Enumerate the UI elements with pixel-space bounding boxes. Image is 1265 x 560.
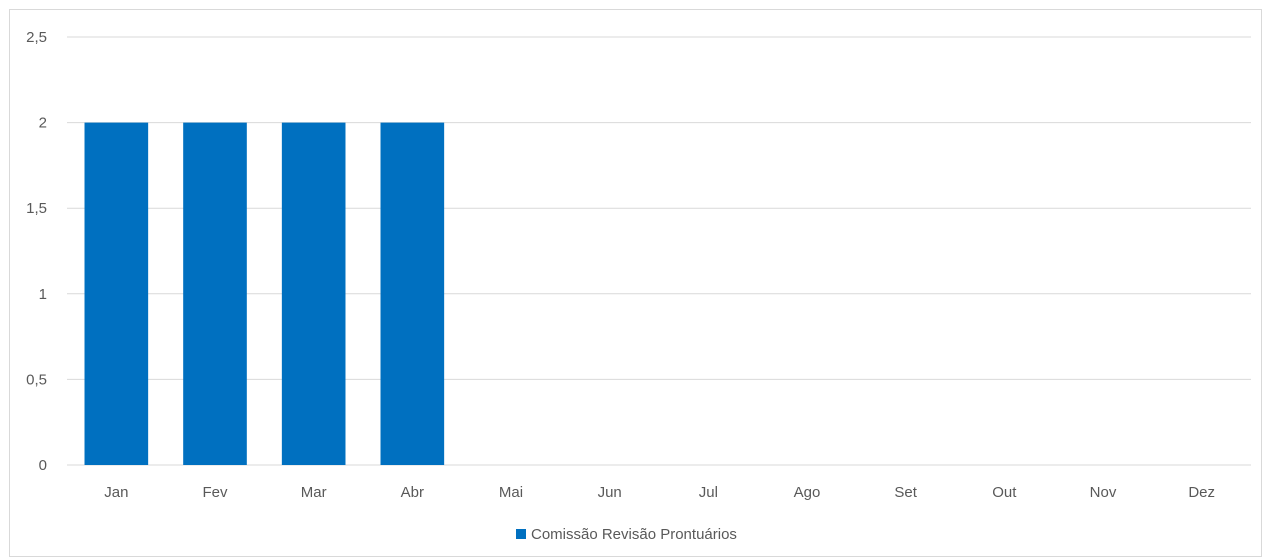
x-tick-label: Ago [794, 484, 821, 501]
y-tick-label: 0 [39, 457, 47, 474]
legend-swatch [516, 529, 526, 539]
x-tick-label: Fev [202, 484, 228, 501]
bar-fev [183, 122, 247, 465]
x-tick-label: Jul [699, 484, 718, 501]
y-tick-label: 1,5 [26, 200, 47, 217]
y-tick-label: 2,5 [26, 29, 47, 46]
y-tick-label: 2 [39, 115, 47, 132]
bar-abr [380, 122, 445, 465]
x-tick-label: Mar [301, 484, 327, 501]
gridlines [67, 36, 1251, 466]
y-tick-label: 0,5 [26, 371, 47, 388]
x-tick-label: Set [894, 484, 917, 501]
x-tick-label: Out [992, 484, 1017, 501]
x-tick-label: Jan [104, 484, 128, 501]
bars [84, 122, 445, 465]
x-tick-label: Dez [1188, 484, 1215, 501]
legend: Comissão Revisão Prontuários [516, 526, 737, 543]
x-tick-label: Mai [499, 484, 523, 501]
x-tick-label: Nov [1090, 484, 1117, 501]
bar-mar [281, 122, 346, 465]
y-axis-ticks: 0 0,5 1 1,5 2 2,5 [26, 29, 47, 474]
x-tick-label: Jun [598, 484, 622, 501]
x-axis-ticks: Jan Fev Mar Abr Mai Jun Jul Ago Set Out Nov Dez [104, 484, 1215, 501]
legend-label: Comissão Revisão Prontuários [531, 526, 737, 543]
x-tick-label: Abr [401, 484, 424, 501]
bar-jan [84, 122, 149, 465]
y-tick-label: 1 [39, 286, 47, 303]
